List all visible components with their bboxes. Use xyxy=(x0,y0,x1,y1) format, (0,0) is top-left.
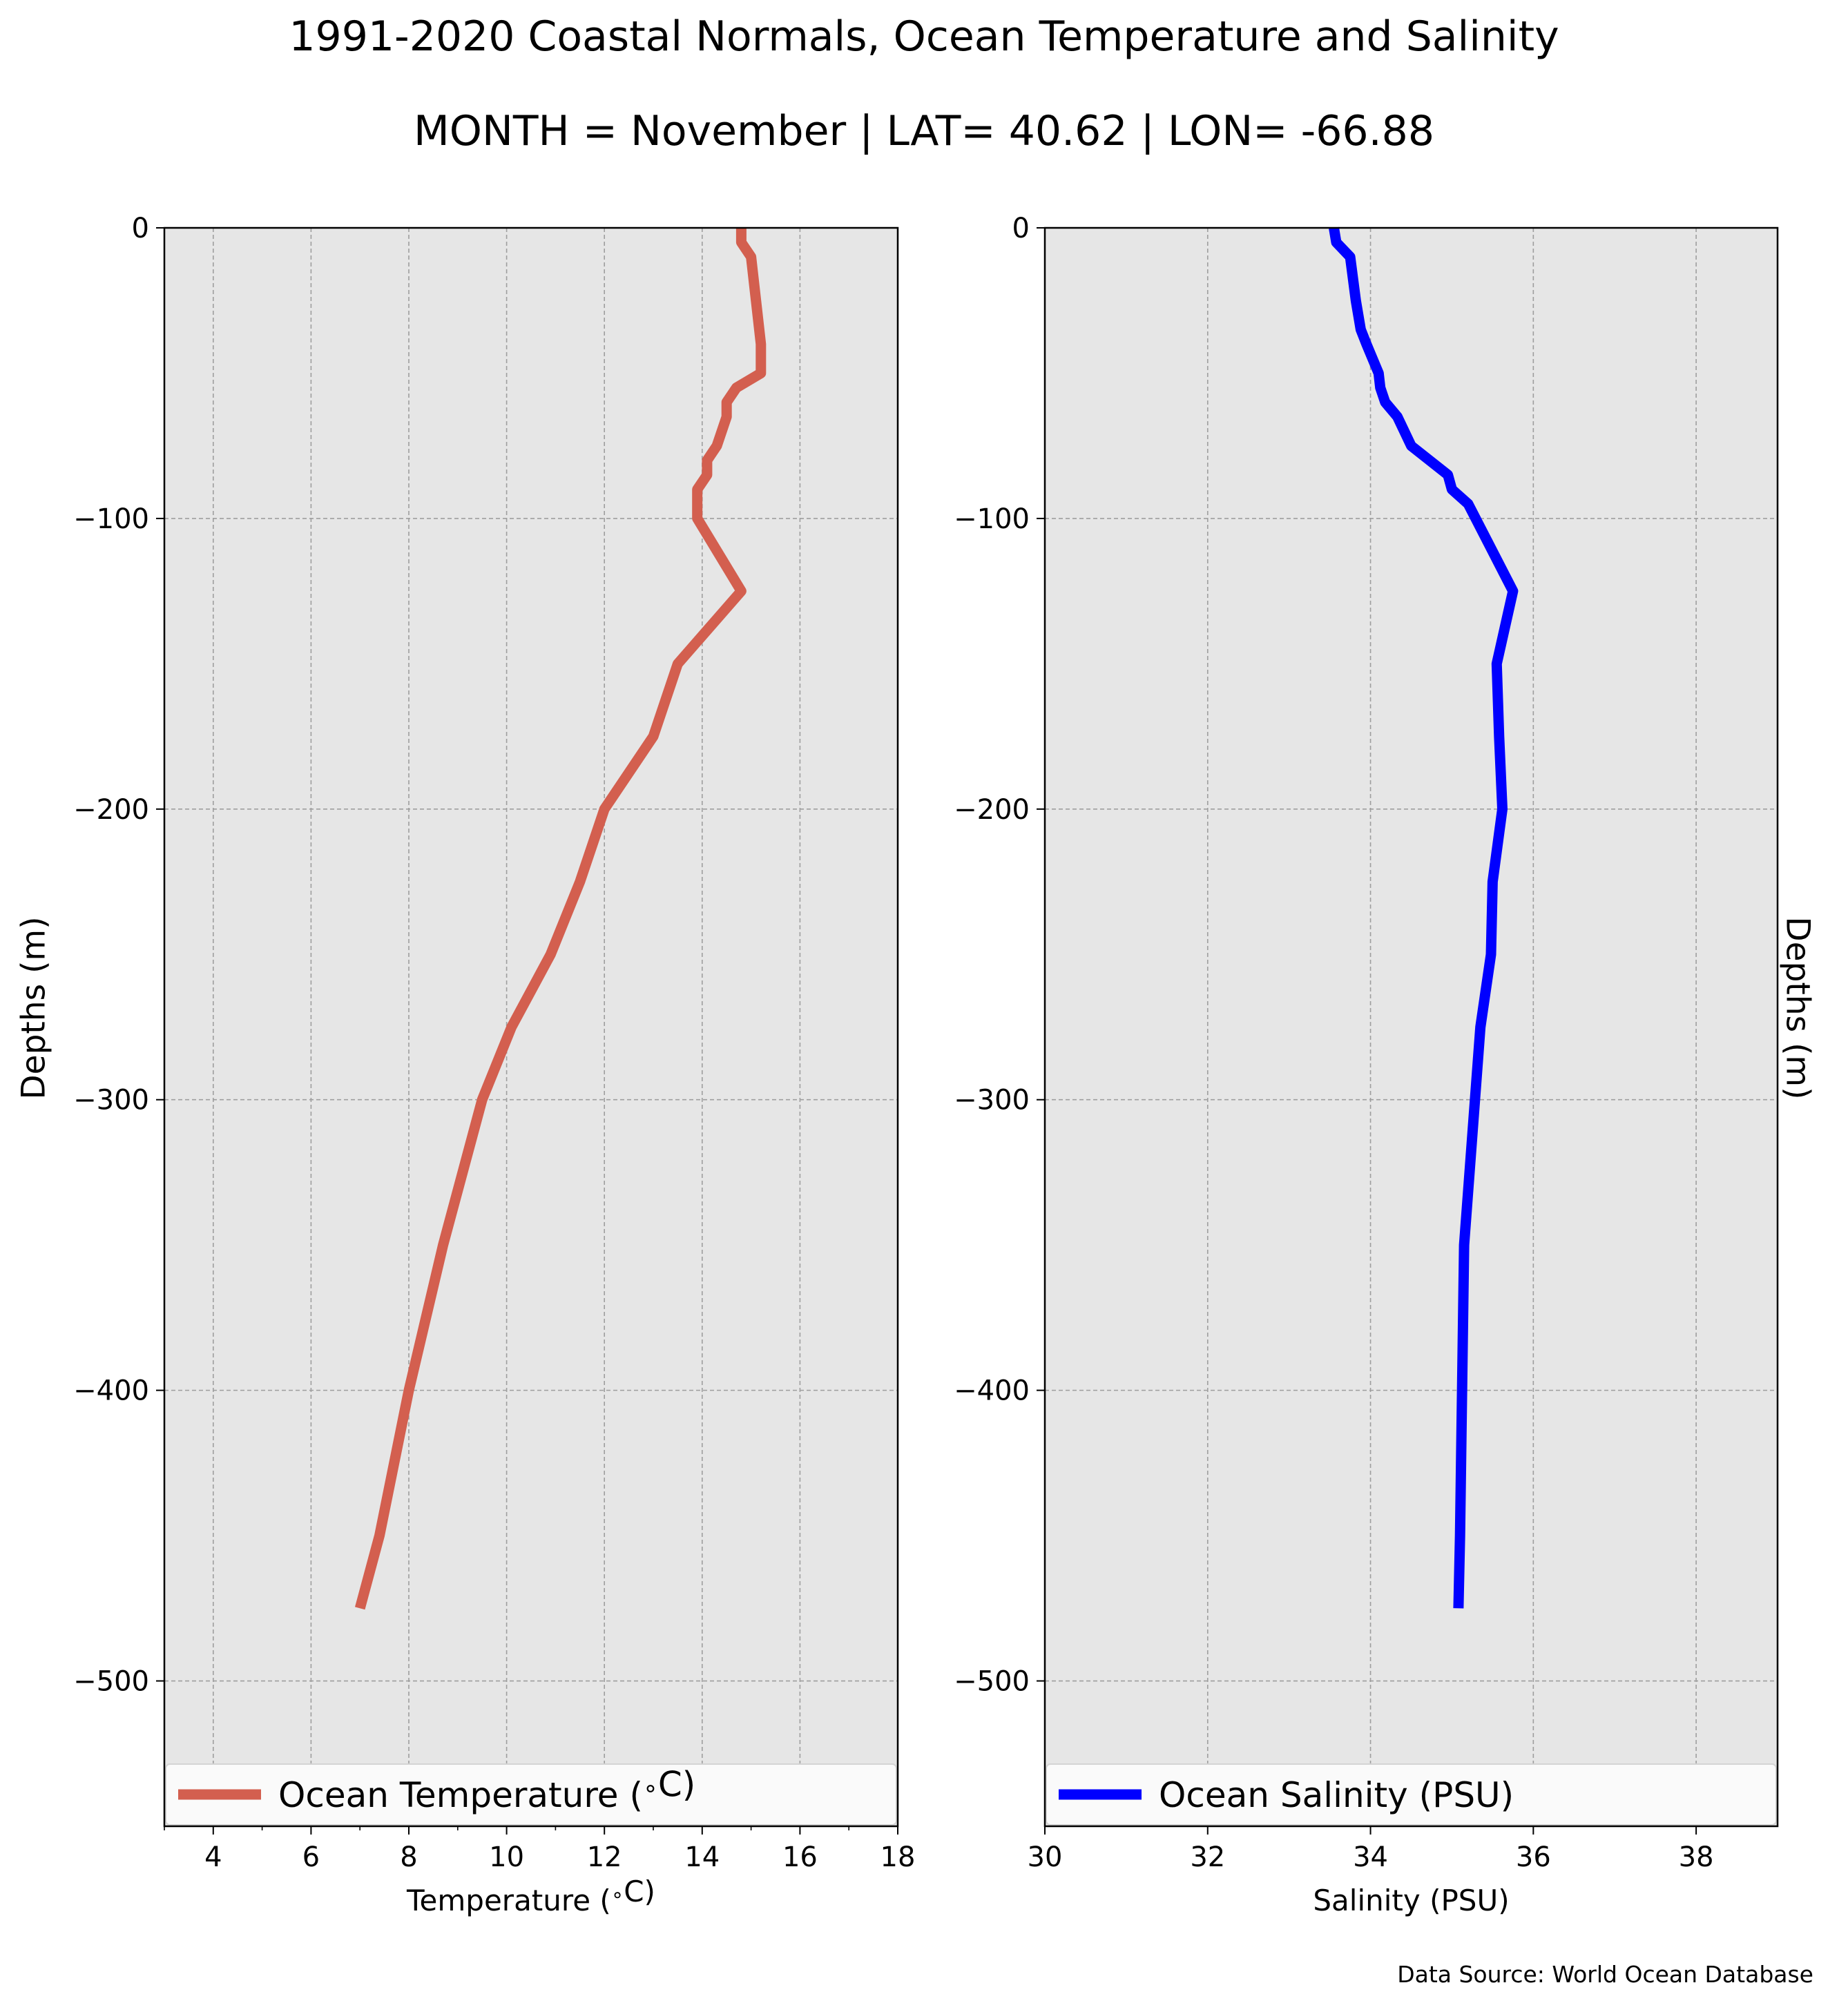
temperature-legend-box xyxy=(165,1763,897,1826)
salinity-xtick-label: 38 xyxy=(1679,1841,1714,1873)
salinity-legend-label: Ocean Salinity (PSU) xyxy=(1159,1775,1514,1815)
temperature-xtick-label: 10 xyxy=(489,1841,524,1873)
temperature-xtick-label: 16 xyxy=(782,1841,818,1873)
temperature-series-line xyxy=(354,228,767,1610)
salinity-ytick-label: −500 xyxy=(954,1666,1030,1698)
salinity-xtick-label: 36 xyxy=(1516,1841,1551,1873)
left-y-axis-label: Depths (m) xyxy=(15,916,53,1099)
figure-subtitle: MONTH = November | LAT= 40.62 | LON= -66… xyxy=(413,107,1435,155)
temperature-x-axis-label: Temperature (∘C) xyxy=(406,1875,655,1917)
salinity-ytick-label: −400 xyxy=(954,1375,1030,1407)
salinity-ytick-label: −200 xyxy=(954,794,1030,826)
salinity-ytick-label: −100 xyxy=(954,503,1030,535)
data-source-note: Data Source: World Ocean Database xyxy=(1397,1961,1813,1988)
figure-title: 1991-2020 Coastal Normals, Ocean Tempera… xyxy=(289,12,1559,61)
salinity-plot-area xyxy=(1045,228,1778,1826)
salinity-panel: Ocean Salinity (PSU) 30 32 34 36 38 0 −100 −200 −… xyxy=(954,213,1779,1917)
temperature-panel: Ocean Temperature (∘C) 4 6 8 10 12 14 16 18 0 −100… xyxy=(15,213,916,1917)
temperature-xtick-label: 4 xyxy=(204,1841,222,1873)
temperature-ytick-label: −300 xyxy=(73,1085,149,1116)
salinity-xtick-label: 34 xyxy=(1353,1841,1388,1873)
temperature-ytick-label: −400 xyxy=(73,1375,149,1407)
temperature-xtick-label: 14 xyxy=(684,1841,720,1873)
salinity-xtick-label: 32 xyxy=(1190,1841,1225,1873)
right-y-axis-label: Depths (m) xyxy=(1779,916,1817,1099)
salinity-x-axis-label: Salinity (PSU) xyxy=(1313,1884,1509,1917)
salinity-legend-box xyxy=(1046,1763,1777,1826)
temperature-ytick-label: −200 xyxy=(73,794,149,826)
temperature-plot-area xyxy=(164,228,898,1826)
temperature-xtick-label: 12 xyxy=(587,1841,622,1873)
temperature-xtick-label: 18 xyxy=(880,1841,916,1873)
temperature-legend-label: Ocean Temperature (∘C) xyxy=(278,1764,695,1815)
temperature-xtick-label: 8 xyxy=(400,1841,417,1873)
salinity-series-line xyxy=(1329,226,1519,1609)
temperature-ytick-label: −500 xyxy=(73,1666,149,1698)
temperature-xtick-label: 6 xyxy=(302,1841,320,1873)
salinity-axes-frame xyxy=(1043,226,1779,1828)
salinity-xtick-label: 30 xyxy=(1028,1841,1063,1873)
salinity-ytick-label: −300 xyxy=(954,1085,1030,1116)
salinity-ytick-label: 0 xyxy=(1012,213,1030,244)
temperature-axes-frame xyxy=(163,226,899,1828)
temperature-ytick-label: −100 xyxy=(73,503,149,535)
temperature-ytick-label: 0 xyxy=(132,213,149,244)
